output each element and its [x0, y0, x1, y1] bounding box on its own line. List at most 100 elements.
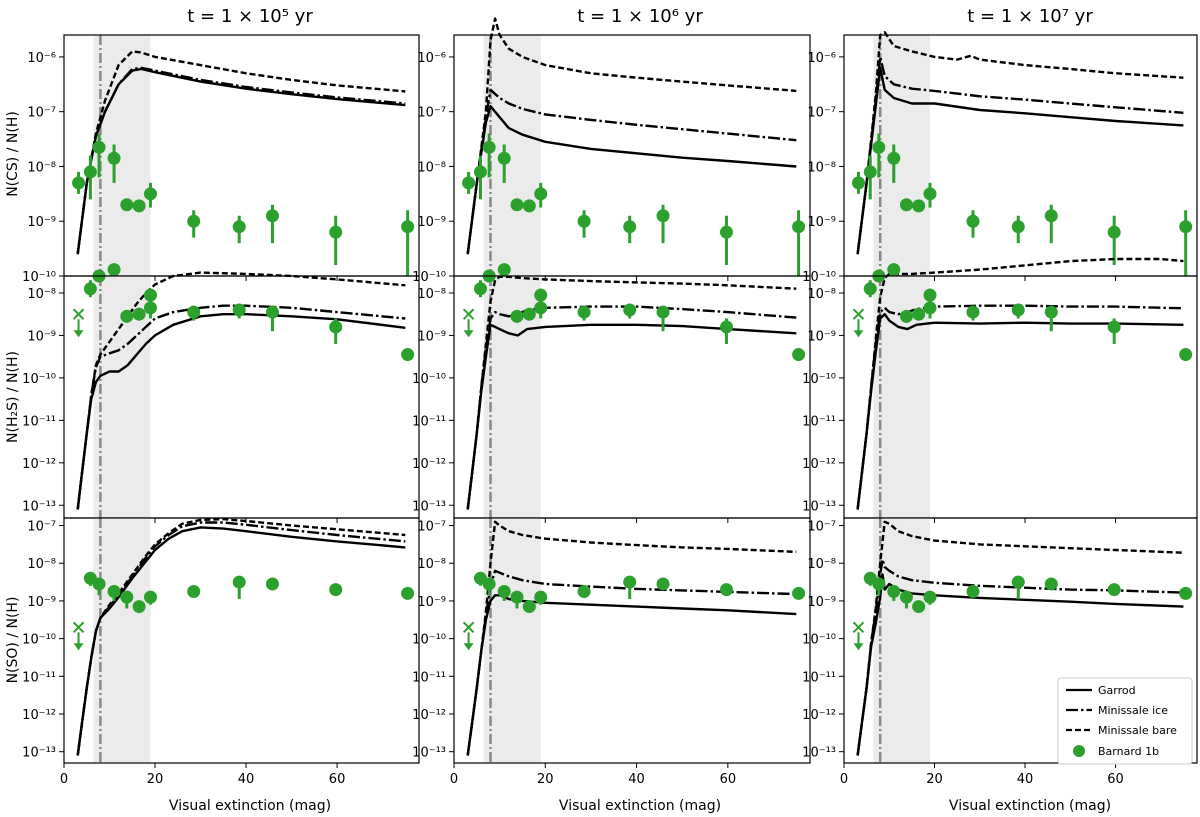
- observation-point: [522, 600, 536, 614]
- observation-point: [872, 577, 886, 591]
- series-line-minissale-ice: [856, 558, 1184, 756]
- y-tick-label: 10⁻⁷: [27, 106, 56, 121]
- upper-limit-marker: [462, 621, 475, 634]
- x-tick-label: 60: [329, 772, 346, 787]
- observation-point: [232, 303, 246, 317]
- series-line-minissale-bare: [76, 50, 406, 255]
- observation-point: [966, 305, 980, 319]
- observation-point: [792, 586, 806, 600]
- legend-frame: [1057, 677, 1193, 765]
- series-line-minissale-ice: [76, 521, 406, 756]
- y-tick-label: 10⁻⁷: [807, 106, 836, 121]
- y-tick-label: 10⁻¹⁰: [412, 270, 446, 285]
- observation-point: [1179, 586, 1193, 600]
- upper-limit-marker: [72, 308, 85, 320]
- observation-point: [656, 577, 670, 591]
- observation-point: [623, 575, 637, 589]
- y-tick-label: 10⁻¹⁰: [22, 372, 56, 387]
- observation-point: [872, 140, 886, 154]
- observation-point: [1179, 220, 1193, 234]
- observation-point: [1107, 225, 1121, 239]
- observation-point: [187, 305, 201, 319]
- x-tick-label: 60: [1107, 772, 1124, 787]
- y-axis-labels: N(CS) / N(H) N(H₂S) / N(H) N(SO) / N(H): [5, 111, 21, 683]
- legend-minissale-bare-label: Minissale bare: [1098, 724, 1177, 737]
- y-tick-label: 10⁻¹¹: [412, 414, 446, 429]
- observation-point: [232, 220, 246, 234]
- observation-point: [887, 263, 901, 277]
- y-tick-label: 10⁻⁷: [417, 520, 446, 535]
- y-tick-label: 10⁻¹¹: [802, 414, 836, 429]
- y-tick-label: 10⁻⁸: [807, 287, 836, 302]
- observation-point: [143, 187, 157, 201]
- upper-limit-arrowhead: [463, 643, 474, 651]
- observation-point: [107, 263, 121, 277]
- observation-point: [923, 187, 937, 201]
- panel-h2s-t1e5: 10⁻¹³ 10⁻¹² 10⁻¹¹ 10⁻¹⁰ 10⁻⁹ 10⁻⁸: [22, 263, 420, 523]
- observation-point: [497, 151, 511, 165]
- observation-point: [899, 590, 913, 604]
- observation-point: [265, 577, 279, 591]
- y-tick-label: 10⁻⁶: [417, 51, 446, 66]
- observation-point: [143, 301, 157, 315]
- y-tick-label: 10⁻¹¹: [802, 670, 836, 685]
- observation-point: [1044, 577, 1058, 591]
- observation-point: [143, 288, 157, 302]
- observation-point: [577, 305, 591, 319]
- y-tick-label: 10⁻¹⁰: [802, 633, 836, 648]
- observation-point: [120, 309, 134, 323]
- y-tick-label: 10⁻¹⁰: [412, 372, 446, 387]
- y-tick-label: 10⁻¹²: [802, 457, 836, 472]
- observation-point: [92, 577, 106, 591]
- observation-point: [534, 301, 548, 315]
- upper-limit-arrowhead: [73, 643, 84, 651]
- observation-point: [482, 577, 496, 591]
- y-tick-label: 10⁻¹³: [22, 746, 56, 761]
- y-tick-label: 10⁻¹¹: [22, 414, 56, 429]
- observation-point: [1011, 303, 1025, 317]
- observation-point: [923, 301, 937, 315]
- observation-point: [1044, 209, 1058, 223]
- y-tick-label: 10⁻⁸: [27, 557, 56, 572]
- y-tick-label: 10⁻¹⁰: [802, 270, 836, 285]
- observation-point: [719, 225, 733, 239]
- panel-cs-t1e7: 10⁻¹⁰ 10⁻⁹ 10⁻⁸ 10⁻⁷ 10⁻⁶: [802, 31, 1198, 285]
- observation-point: [187, 585, 201, 598]
- panel-h2s-t1e6: 10⁻¹³ 10⁻¹² 10⁻¹¹ 10⁻¹⁰ 10⁻⁹ 10⁻⁸: [412, 263, 811, 523]
- series-line-minissale-bare: [856, 31, 1184, 255]
- observation-point: [473, 282, 487, 296]
- series-line-minissale-bare: [76, 271, 406, 510]
- observation-point: [534, 288, 548, 302]
- series-line-minissale-bare: [466, 275, 797, 510]
- y-tick-label: 10⁻⁸: [417, 557, 446, 572]
- y-tick-label: 10⁻⁹: [807, 595, 836, 610]
- upper-limit-arrowhead: [853, 643, 864, 651]
- y-tick-label: 10⁻¹²: [22, 457, 56, 472]
- observation-point: [623, 220, 637, 234]
- observation-point: [577, 214, 591, 228]
- observation-point: [522, 307, 536, 321]
- observation-point: [132, 307, 146, 321]
- observation-point: [132, 199, 146, 213]
- upper-limit-arrowhead: [463, 330, 474, 338]
- observation-point: [966, 214, 980, 228]
- y-tick-label: 10⁻⁹: [807, 329, 836, 344]
- series-line-minissale-bare: [466, 520, 797, 756]
- observation-point: [656, 209, 670, 223]
- y-tick-label: 10⁻¹²: [22, 708, 56, 723]
- y-tick-label: 10⁻⁸: [807, 557, 836, 572]
- upper-limit-marker: [852, 308, 865, 320]
- panel-so-t1e7: 10⁻¹³ 10⁻¹² 10⁻¹¹ 10⁻¹⁰ 10⁻⁹ 10⁻⁸ 10⁻⁷ 0 20 40 60: [802, 517, 1198, 787]
- x-tick-label: 40: [238, 772, 255, 787]
- legend-minissale-ice-label: Minissale ice: [1098, 704, 1168, 717]
- observation-point: [187, 214, 201, 228]
- observation-point: [232, 575, 246, 589]
- y-tick-label: 10⁻¹³: [802, 746, 836, 761]
- y-tick-label: 10⁻⁹: [417, 215, 446, 230]
- observation-point: [899, 309, 913, 323]
- upper-limit-arrowhead: [853, 330, 864, 338]
- y-tick-label: 10⁻⁷: [417, 106, 446, 121]
- panel-frame: [453, 517, 811, 764]
- observation-point: [329, 320, 343, 334]
- series-line-minissale-bare: [466, 17, 797, 255]
